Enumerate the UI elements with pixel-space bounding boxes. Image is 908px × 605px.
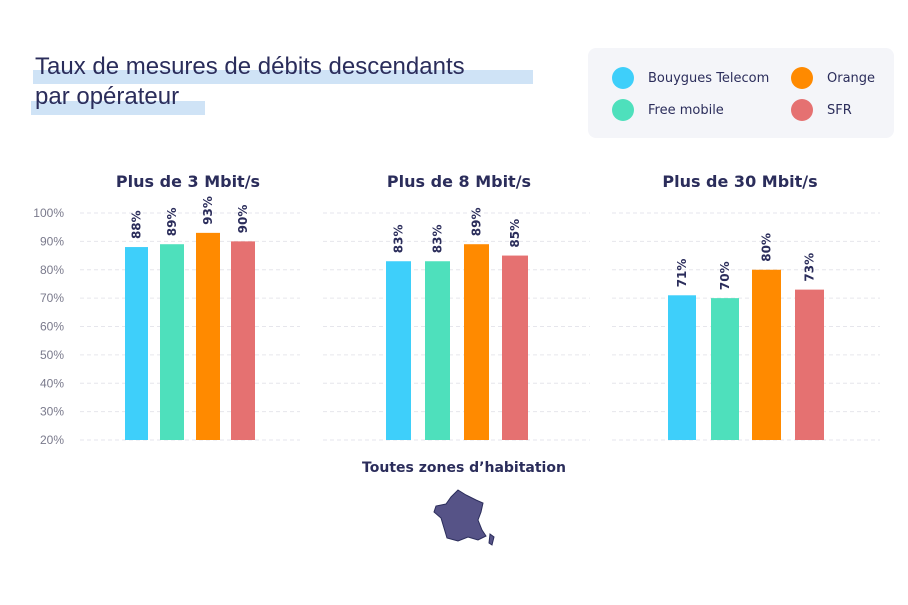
y-tick-label: 60% (40, 320, 64, 334)
bar-orange (196, 232, 220, 440)
legend-label: Free mobile (648, 102, 724, 118)
data-label: 80% (760, 233, 774, 262)
title-text: Taux de mesures de (35, 53, 258, 80)
y-tick-label: 50% (40, 348, 64, 362)
legend-swatch (791, 67, 813, 89)
data-label: 93% (201, 196, 215, 225)
panel-title: Plus de 8 Mbit/s (387, 172, 531, 191)
data-label: 88% (130, 210, 144, 239)
title-highlight (31, 101, 205, 115)
legend: Bouygues Telecom Free mobile Orange SFR (588, 48, 894, 138)
y-tick-label: 30% (40, 405, 64, 419)
y-tick-label: 20% (40, 433, 64, 447)
y-tick-label: 40% (40, 376, 64, 390)
bar-bouygues-telecom (125, 247, 148, 440)
data-label: 70% (718, 261, 732, 290)
footer-label: Toutes zones d’habitation (362, 460, 566, 476)
panel-title: Plus de 3 Mbit/s (116, 172, 260, 191)
legend-swatch (612, 67, 634, 89)
bar-bouygues-telecom (668, 295, 696, 440)
legend-item-orange: Orange (791, 67, 875, 89)
panel-title: Plus de 30 Mbit/s (662, 172, 817, 191)
y-tick-label: 90% (40, 234, 64, 248)
legend-item-free: Free mobile (612, 99, 724, 121)
bar-free-mobile (711, 298, 739, 440)
legend-label: Orange (827, 70, 876, 86)
data-label: 83% (392, 225, 406, 254)
title-highlight (33, 70, 533, 84)
data-label: 90% (236, 205, 250, 234)
data-label: 71% (675, 259, 689, 288)
data-label: 89% (470, 207, 484, 236)
bar-free-mobile (160, 244, 184, 440)
bar-sfr (231, 241, 255, 440)
bar-orange (464, 244, 489, 440)
data-label: 83% (431, 225, 445, 254)
legend-swatch (612, 99, 634, 121)
legend-label: SFR (827, 102, 852, 118)
data-label: 85% (508, 219, 522, 248)
legend-label: Bouygues Telecom (648, 70, 770, 86)
bar-free-mobile (425, 261, 450, 440)
legend-swatch (791, 99, 813, 121)
data-label: 89% (165, 207, 179, 236)
bar-sfr (502, 255, 528, 440)
title-bold: débits descendants (257, 53, 465, 80)
legend-item-sfr: SFR (791, 99, 852, 121)
y-tick-label: 100% (33, 206, 64, 220)
legend-item-bouygues: Bouygues Telecom (612, 67, 769, 89)
bar-orange (752, 269, 781, 440)
bar-bouygues-telecom (386, 261, 411, 440)
y-tick-label: 70% (40, 291, 64, 305)
chart-title: Taux de mesures de débits descendants pa… (35, 52, 465, 112)
data-label: 73% (803, 253, 817, 282)
y-tick-label: 80% (40, 263, 64, 277)
france-map-icon (433, 489, 495, 546)
bar-sfr (795, 289, 824, 440)
title-line2: par opérateur (35, 83, 180, 110)
